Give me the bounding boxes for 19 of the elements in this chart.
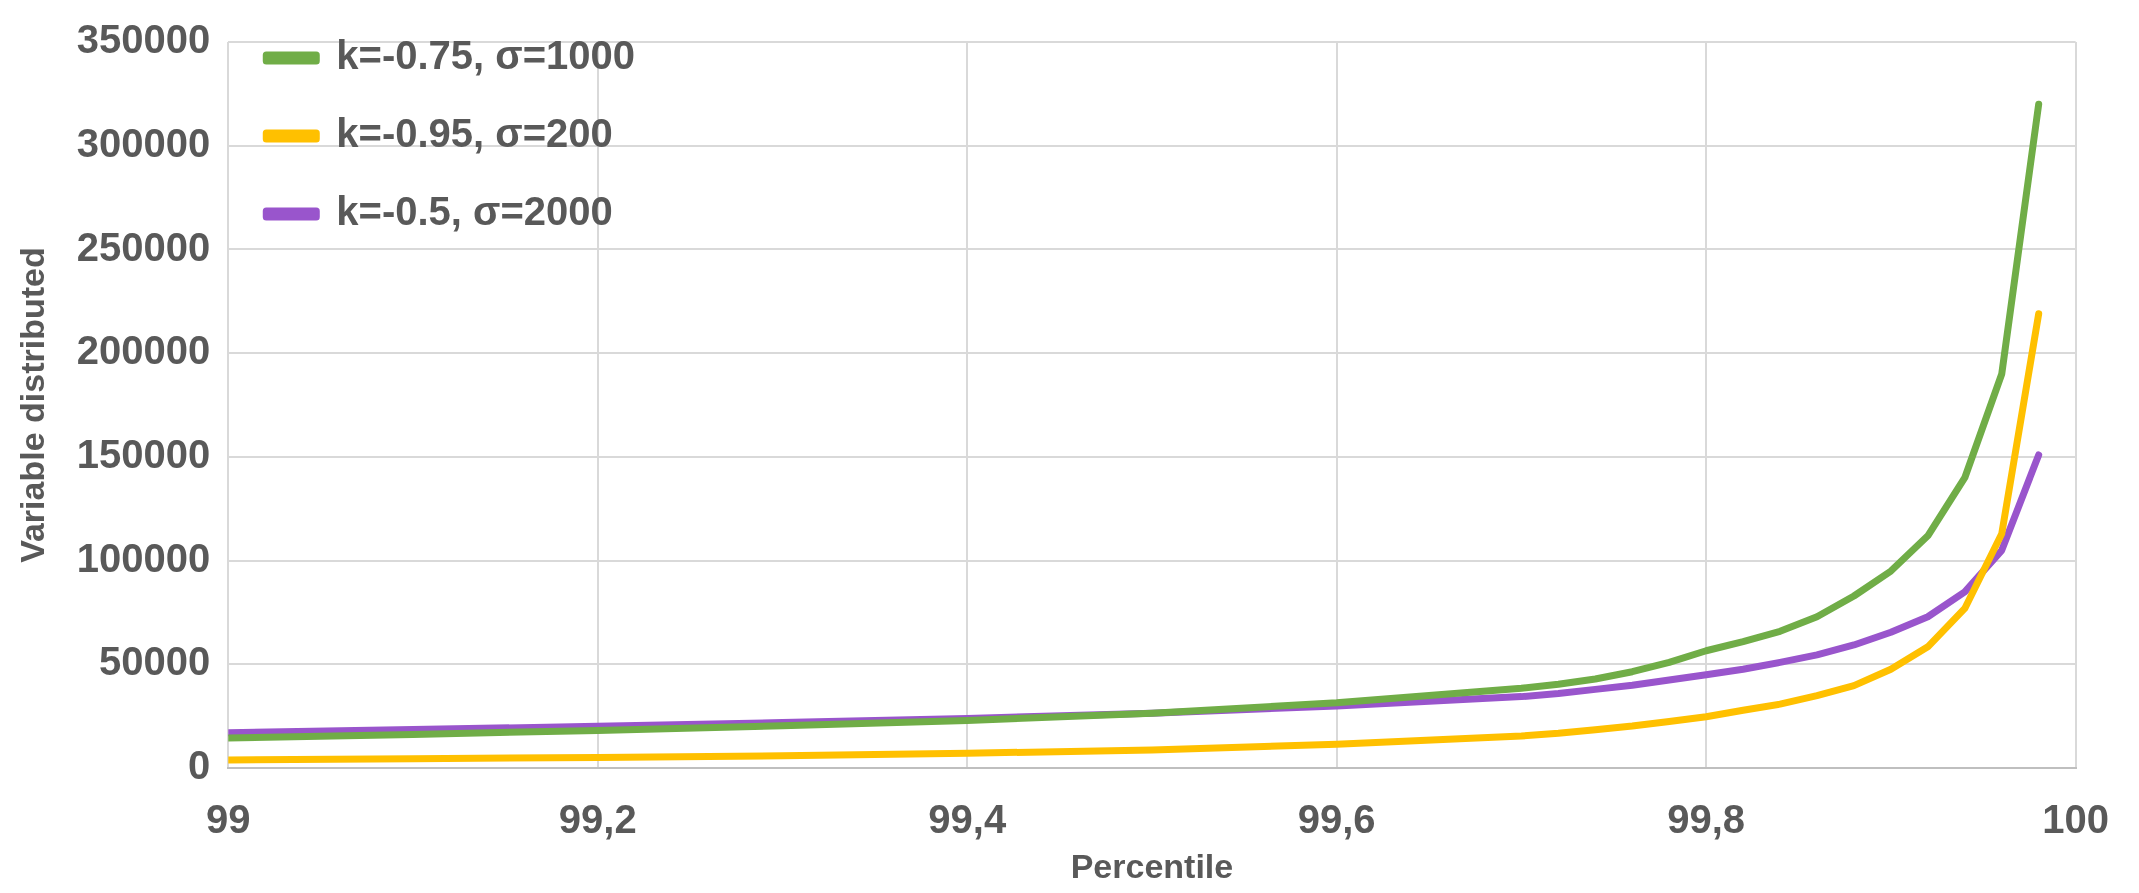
- y-tick-label: 0: [188, 743, 211, 788]
- y-tick-label: 350000: [76, 17, 211, 62]
- y-tick-label: 100000: [76, 535, 211, 580]
- x-tick-label: 99,8: [1667, 797, 1746, 842]
- x-tick-label: 99,2: [558, 797, 637, 842]
- y-tick-label: 250000: [76, 224, 211, 269]
- x-tick-label: 99,4: [928, 797, 1007, 842]
- y-axis-title: Variable distributed: [12, 247, 51, 563]
- legend-label: k=-0.5, σ=2000: [336, 189, 613, 234]
- y-tick-label: 300000: [76, 120, 211, 165]
- y-tick-label: 50000: [99, 639, 211, 684]
- legend-label: k=-0.95, σ=200: [336, 111, 613, 156]
- x-tick-label: 99: [206, 797, 251, 842]
- y-tick-label: 150000: [76, 432, 211, 476]
- legend-label: k=-0.75, σ=1000: [336, 33, 635, 78]
- x-tick-label: 99,6: [1297, 797, 1376, 842]
- y-tick-label: 200000: [76, 328, 211, 373]
- x-axis-title: Percentile: [1070, 846, 1234, 885]
- x-tick-label: 100: [2042, 797, 2110, 842]
